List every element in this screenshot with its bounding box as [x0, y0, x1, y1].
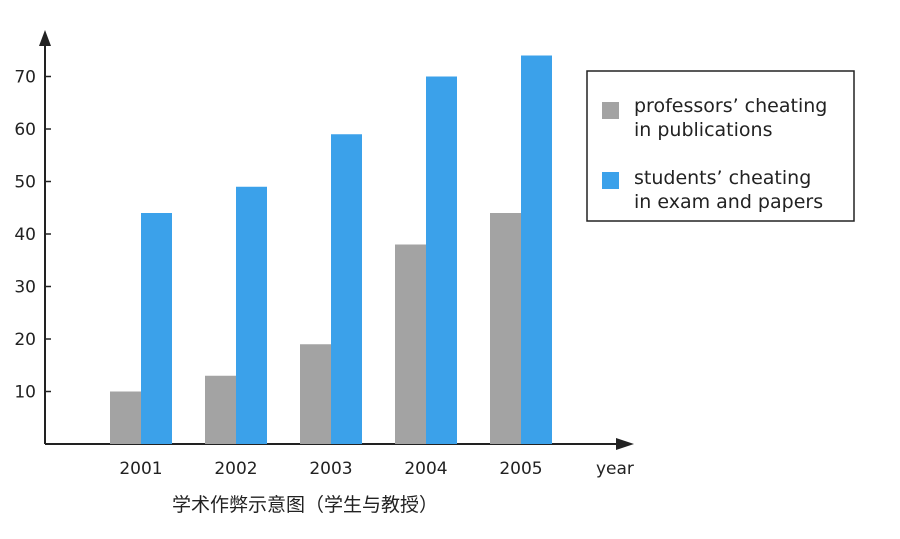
bar-professors-2004 [395, 244, 426, 444]
x-axis-title: year [596, 459, 634, 479]
y-tick-label: 60 [14, 120, 36, 140]
y-tick-label: 70 [14, 68, 36, 88]
y-tick-label: 30 [14, 278, 36, 298]
legend-label-professors-line2: in publications [634, 119, 772, 141]
x-axis-ticks: 2001 2002 2003 2004 2005 [119, 459, 542, 479]
x-tick-label: 2005 [499, 459, 542, 479]
bar-students-2004 [426, 76, 457, 444]
x-tick-label: 2002 [214, 459, 257, 479]
bar-students-2003 [331, 134, 362, 444]
legend-label-professors-line1: professors’ cheating [634, 95, 827, 117]
bar-professors-2003 [300, 344, 331, 444]
legend: professors’ cheating in publications stu… [586, 70, 855, 222]
legend-swatch-students [602, 172, 619, 189]
y-tick-label: 20 [14, 330, 36, 350]
x-tick-label: 2001 [119, 459, 162, 479]
y-tick-label: 10 [14, 383, 36, 403]
bar-students-2001 [141, 213, 172, 444]
bar-professors-2005 [490, 213, 521, 444]
x-tick-label: 2003 [309, 459, 352, 479]
legend-swatch-professors [602, 102, 619, 119]
y-axis-ticks: 10 20 30 40 50 60 70 [14, 68, 51, 403]
bar-students-2002 [236, 186, 267, 444]
legend-box [586, 70, 855, 222]
chart-caption: 学术作弊示意图（学生与教授） [172, 494, 438, 516]
legend-label-students-line2: in exam and papers [634, 191, 823, 213]
y-tick-label: 50 [14, 173, 36, 193]
bar-professors-2002 [205, 375, 236, 444]
y-axis-arrow [39, 30, 51, 46]
x-axis-arrow [616, 438, 634, 450]
x-tick-label: 2004 [404, 459, 447, 479]
bar-professors-2001 [110, 391, 141, 444]
bar-students-2005 [521, 55, 552, 444]
bars [110, 55, 552, 444]
legend-label-students-line1: students’ cheating [634, 167, 811, 189]
y-tick-label: 40 [14, 225, 36, 245]
